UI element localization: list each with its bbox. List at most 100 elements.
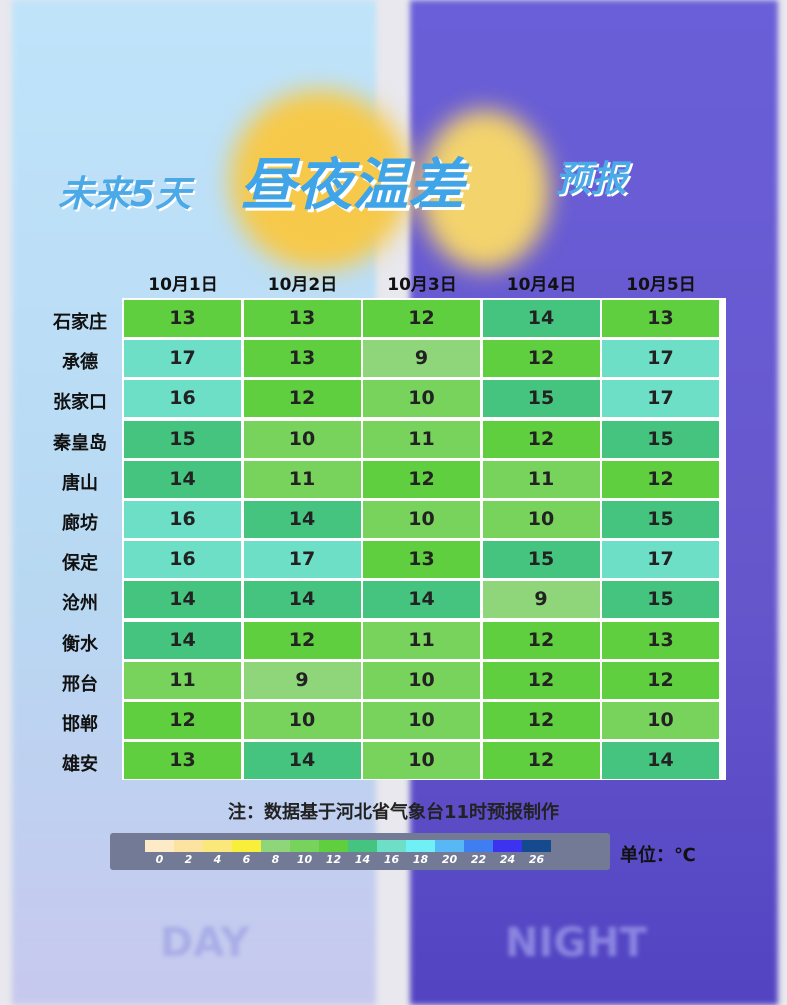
city-label: 雄安	[62, 754, 98, 776]
legend-swatch	[203, 840, 232, 852]
column-header: 10月5日	[626, 275, 696, 295]
legend-tick: 2	[184, 853, 193, 866]
moon	[420, 110, 550, 270]
title-part: 未来5天	[58, 174, 192, 215]
title-main: 昼夜温差	[240, 153, 464, 218]
value-cell: 12	[482, 742, 600, 780]
city-label: 石家庄	[53, 312, 107, 333]
value-cell: 9	[243, 661, 361, 699]
city-label: 承德	[62, 352, 98, 374]
legend-tick: 14	[354, 853, 371, 866]
value-cell: 12	[363, 460, 480, 498]
value-cell: 10	[243, 420, 361, 458]
value-cell: 17	[602, 380, 719, 418]
value-cell: 14	[243, 501, 361, 538]
night-text: NIGHT	[505, 920, 647, 966]
legend-swatch	[232, 840, 261, 852]
value-cell: 15	[482, 380, 600, 418]
legend-tick: 6	[242, 853, 251, 866]
column-header: 10月4日	[506, 275, 577, 295]
value-cell: 14	[124, 460, 241, 498]
value-cell: 11	[124, 661, 241, 699]
value-cell: 14	[124, 621, 241, 659]
legend-swatch	[464, 840, 493, 852]
city-label: 邯郸	[62, 714, 98, 735]
value-cell: 16	[124, 501, 241, 538]
table-frame	[122, 298, 726, 780]
value-cell: 15	[602, 420, 719, 458]
city-label: 唐山	[62, 472, 98, 494]
value-cell: 12	[482, 661, 600, 699]
value-cell: 9	[482, 581, 600, 619]
legend-swatch	[435, 840, 464, 852]
city-label: 邢台	[62, 673, 98, 695]
value-cell: 15	[124, 420, 241, 458]
value-cell: 14	[243, 581, 361, 619]
value-cell: 14	[243, 742, 361, 780]
note: 注：数据基于河北省气象台11时预报制作	[227, 802, 560, 823]
value-cell: 10	[363, 661, 480, 699]
value-cell: 14	[602, 742, 719, 780]
value-cell: 16	[124, 380, 241, 418]
legend-swatch	[377, 840, 406, 852]
value-cell: 17	[602, 340, 719, 378]
value-cell: 12	[243, 621, 361, 659]
value-cell: 10	[243, 702, 361, 739]
value-cell: 13	[124, 742, 241, 780]
city-label: 衡水	[62, 633, 98, 655]
value-cell: 17	[243, 541, 361, 579]
value-cell: 17	[602, 541, 719, 579]
value-cell: 10	[602, 702, 719, 739]
value-cell: 12	[482, 340, 600, 378]
legend-tick: 4	[213, 853, 222, 866]
column-header: 10月2日	[267, 275, 338, 295]
value-cell: 14	[482, 300, 600, 337]
value-cell: 13	[243, 340, 361, 378]
value-cell: 10	[363, 702, 480, 739]
legend-swatch	[145, 840, 174, 852]
legend-tick: 26	[528, 853, 545, 866]
value-cell: 17	[124, 340, 241, 378]
legend-swatch	[290, 840, 319, 852]
legend-swatch	[522, 840, 551, 852]
value-cell: 11	[363, 621, 480, 659]
legend-tick: 18	[412, 853, 429, 866]
legend-swatch	[406, 840, 435, 852]
city-label: 保定	[62, 553, 98, 575]
value-cell: 12	[602, 460, 719, 498]
legend-tick: 20	[441, 853, 458, 866]
column-header: 10月3日	[387, 275, 457, 295]
value-cell: 12	[124, 702, 241, 739]
legend-tick: 16	[383, 853, 400, 866]
value-cell: 15	[602, 581, 719, 619]
legend-tick: 0	[155, 853, 164, 866]
value-cell: 12	[482, 702, 600, 739]
legend-tick: 12	[325, 853, 342, 866]
value-cell: 13	[363, 541, 480, 579]
value-cell: 14	[124, 581, 241, 619]
city-label: 张家口	[53, 392, 107, 414]
legend-swatch	[348, 840, 377, 852]
value-cell: 10	[363, 501, 480, 538]
value-cell: 9	[363, 340, 480, 378]
value-cell: 12	[482, 621, 600, 659]
value-cell: 15	[482, 541, 600, 579]
value-cell: 10	[363, 742, 480, 780]
city-label: 沧州	[62, 593, 98, 615]
value-cell: 13	[124, 300, 241, 337]
legend-tick: 22	[470, 853, 487, 866]
value-cell: 15	[602, 501, 719, 538]
value-cell: 12	[482, 420, 600, 458]
value-cell: 11	[243, 460, 361, 498]
value-cell: 11	[363, 420, 480, 458]
value-cell: 16	[124, 541, 241, 579]
unit: 单位：℃	[620, 845, 696, 866]
legend-tick: 24	[499, 853, 516, 866]
legend-swatch	[174, 840, 203, 852]
legend-swatch	[319, 840, 348, 852]
value-cell: 12	[602, 661, 719, 699]
value-cell: 13	[243, 300, 361, 337]
sun	[230, 90, 410, 270]
value-cell: 12	[363, 300, 480, 337]
